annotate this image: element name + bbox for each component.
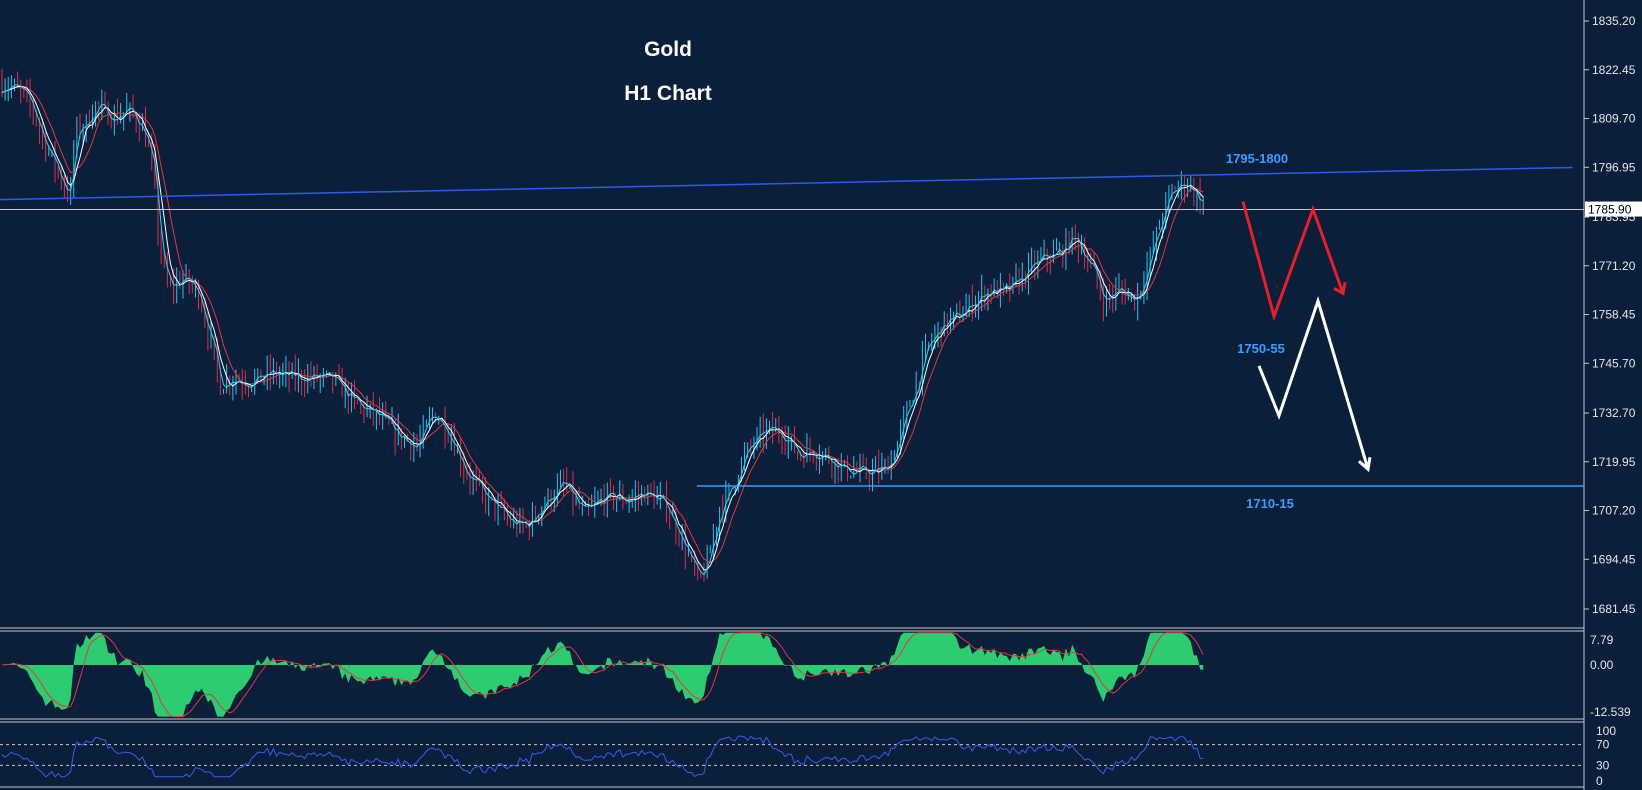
price-tick-label: 1809.70 [1592, 112, 1636, 126]
oscillator-2-tick-label: 30 [1596, 758, 1610, 772]
oscillator-2-panel [0, 735, 1584, 778]
oscillator-2-tick-label: 100 [1596, 724, 1616, 738]
oscillator-signal-line [1, 632, 1204, 718]
bearish-arrowhead [1333, 282, 1347, 296]
oscillator-2-tick-label: 0 [1596, 774, 1603, 788]
price-tick-label: 1707.20 [1592, 504, 1636, 518]
moving-averages-group [1, 84, 1204, 576]
oscillator-1-tick-label: -12.539 [1590, 705, 1631, 719]
price-panel: 1795-1800 1750-55 1710-15 [0, 68, 1584, 582]
price-tick-label: 1822.45 [1592, 63, 1636, 77]
levels-group: 1795-1800 1750-55 1710-15 [0, 151, 1584, 511]
price-axis: 1835.201822.451809.701796.951783.951771.… [1584, 14, 1642, 788]
oscillator-2-tick-label: 70 [1596, 738, 1610, 752]
label-1750-55: 1750-55 [1237, 341, 1285, 356]
price-tick-label: 1694.45 [1592, 552, 1636, 566]
oscillator-histogram [2, 632, 1204, 717]
price-tick-label: 1719.95 [1592, 455, 1636, 469]
chart-subtitle: H1 Chart [624, 82, 712, 105]
trendline-resistance [0, 166, 1573, 201]
primary-arrowhead [1358, 456, 1372, 473]
price-tick-label: 1745.70 [1592, 356, 1636, 370]
rsi-line [1, 735, 1204, 778]
label-1710-15: 1710-15 [1246, 496, 1294, 511]
oscillator-1-panel [1, 632, 1204, 718]
forecast-group [1241, 201, 1372, 473]
price-tick-label: 1796.95 [1592, 160, 1636, 174]
price-tick-label: 1732.70 [1592, 406, 1636, 420]
price-tick-label: 1771.20 [1592, 259, 1636, 273]
oscillator-1-tick-label: 0.00 [1590, 658, 1614, 672]
current-price-label: 1785.90 [1588, 203, 1632, 217]
current-price-badge [1585, 201, 1642, 217]
primary-forecast-path [1257, 296, 1370, 470]
label-1795-1800: 1795-1800 [1226, 151, 1288, 166]
price-tick-label: 1835.20 [1592, 14, 1636, 28]
chart-title: Gold [644, 38, 692, 61]
ma-slow-line [1, 86, 1204, 564]
price-tick-label: 1681.45 [1592, 602, 1636, 616]
bearish-forecast-path [1241, 201, 1345, 322]
price-tick-label: 1758.45 [1592, 308, 1636, 322]
ma-fast-line [1, 84, 1204, 576]
oscillator-1-tick-label: 7.79 [1590, 633, 1614, 647]
